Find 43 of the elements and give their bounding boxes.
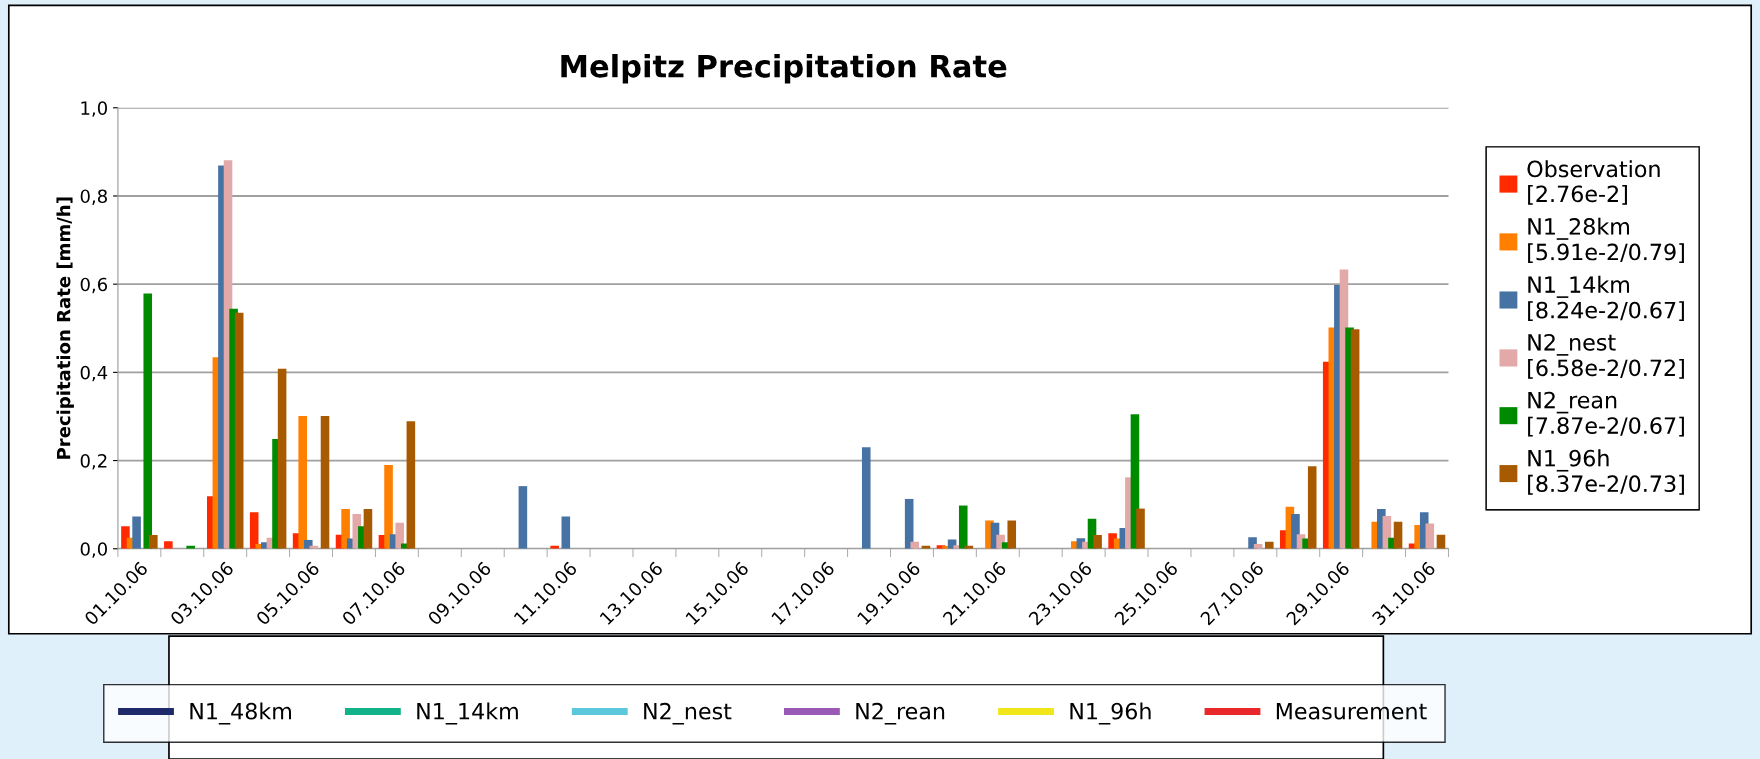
- chart-title: Melpitz Precipitation Rate: [561, 54, 1007, 84]
- legend-label: N1_96h [8.37e-2/0.73]: [1528, 449, 1684, 495]
- legend-label: N1_14km: [417, 702, 518, 725]
- bar: [234, 312, 244, 549]
- legend-label: N2_rean: [856, 702, 945, 725]
- y-tick-label: 1,0: [81, 101, 107, 117]
- bar: [518, 486, 528, 549]
- bar: [561, 516, 571, 549]
- legend-label: N1_96h: [1070, 702, 1151, 725]
- bar: [1307, 466, 1317, 549]
- legend-label: Measurement: [1276, 703, 1427, 720]
- y-tick-label: 0,6: [80, 277, 108, 294]
- bar: [958, 505, 968, 549]
- bar: [1007, 520, 1017, 549]
- legend-label: Observation [2.76e-2]: [1527, 160, 1660, 205]
- bar: [1136, 508, 1145, 549]
- legend-label: N2_nest [6.58e-2/0.72]: [1528, 333, 1684, 379]
- bar: [395, 522, 404, 549]
- bar: [384, 464, 393, 549]
- bar: [132, 516, 141, 549]
- y-tick-label: 0,0: [80, 542, 107, 558]
- legend-label: N1_48km: [190, 702, 291, 725]
- y-tick-label: 0,8: [80, 189, 107, 205]
- bar: [406, 421, 416, 549]
- bar: [1393, 521, 1403, 549]
- legend-label: N1_14km [8.24e-2/0.67]: [1528, 275, 1684, 322]
- bar: [143, 293, 153, 549]
- bar: [277, 368, 287, 549]
- bar: [341, 509, 350, 549]
- y-axis-title: Precipitation Rate [mm/h]: [56, 197, 74, 459]
- legend-label: N2_nest: [644, 702, 732, 725]
- bar: [1350, 329, 1360, 549]
- bar: [861, 447, 871, 549]
- bar: [363, 509, 373, 549]
- bar: [298, 416, 307, 549]
- bar: [320, 416, 330, 549]
- bar: [164, 541, 173, 549]
- legend-label: N2_rean [7.87e-2/0.67]: [1528, 391, 1684, 437]
- y-tick-label: 0,4: [80, 365, 108, 382]
- y-tick-label: 0,2: [80, 454, 107, 470]
- bar: [149, 535, 158, 549]
- legend-label: N1_28km [5.91e-2/0.79]: [1528, 217, 1684, 263]
- bar: [1093, 535, 1102, 549]
